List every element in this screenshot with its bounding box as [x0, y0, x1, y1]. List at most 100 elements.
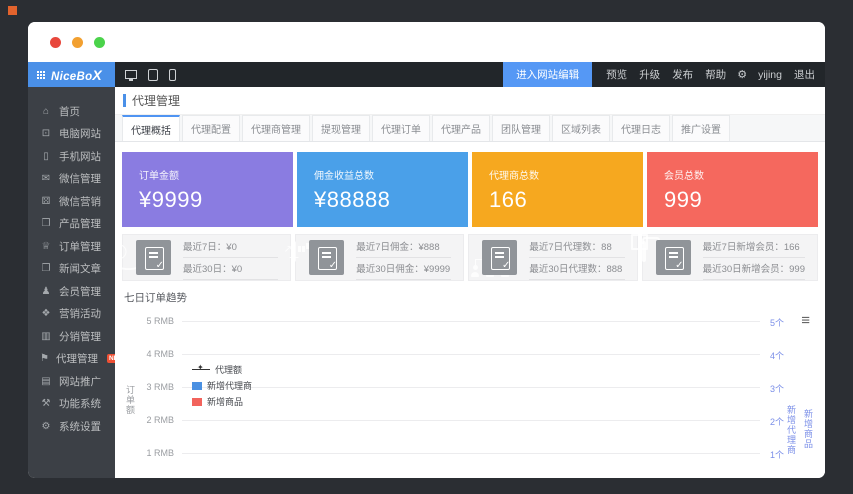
tab-agent-manage[interactable]: 代理商管理: [242, 115, 310, 141]
tab-promotion-settings[interactable]: 推广设置: [672, 115, 730, 141]
stat-value: 999: [664, 187, 703, 212]
sidebar-item-wechat-marketing[interactable]: ⚄ 微信营销: [41, 195, 101, 208]
gridline: [182, 420, 760, 421]
sidebar-item-agents[interactable]: ⚑代理管理NEW: [28, 348, 127, 371]
summary-line: 最近30日佣金：¥9999: [356, 258, 452, 280]
window-titlebar: [28, 22, 825, 62]
user-icon: ♟: [41, 285, 51, 297]
tab-agent-products[interactable]: 代理产品: [432, 115, 490, 141]
app-window: NiceBoX 进入网站编辑 预览 升级 发布 帮助 ⚙ yijing 退出 ⌂…: [28, 22, 825, 478]
right-axis-tick: 2个: [769, 417, 784, 427]
sidebar-item-desktop-site[interactable]: ⊡ 电脑网站: [41, 128, 101, 141]
summary-card-members: 最近7日新增会员：166 最近30日新增会员：999: [641, 234, 818, 281]
sidebar-item-marketing[interactable]: ❖ 营销活动: [41, 308, 101, 321]
sidebar-item-products[interactable]: ❒ 产品管理: [41, 218, 101, 231]
tabs-bar: 代理概括 代理配置 代理商管理 提现管理 代理订单 代理产品 团队管理 区域列表…: [115, 115, 825, 142]
summary-line: 最近30日新增会员：999: [702, 258, 805, 280]
publish-link[interactable]: 发布: [672, 69, 694, 81]
summary-card-orders: 最近7日：¥0 最近30日：¥0: [122, 234, 292, 281]
logo[interactable]: NiceBoX: [28, 62, 115, 87]
gridline: [182, 321, 760, 322]
minimize-window-button[interactable]: [72, 36, 83, 48]
enter-site-editor-button[interactable]: 进入网站编辑: [503, 62, 593, 87]
desktop-preview-icon[interactable]: [125, 70, 137, 81]
y-axis-tick: 3 RMB: [146, 382, 174, 392]
summary-card-agents: 最近7日代理数：88 最近30日代理数：888: [468, 234, 638, 281]
gridline: [182, 453, 760, 454]
square-marker-icon: [192, 397, 202, 406]
summary-line: 最近7日：¥0: [183, 236, 279, 258]
sidebar-item-news[interactable]: ❐ 新闻文章: [41, 263, 101, 276]
desktop-icon: ⊡: [41, 128, 51, 140]
logout-link[interactable]: 退出: [794, 69, 815, 81]
order-trend-chart: 七日订单趋势 ≡ 5 RMB 5个 4 RMB 4个 3 RMB: [122, 290, 818, 478]
member-folder-icon: [642, 241, 666, 262]
tab-region-list[interactable]: 区域列表: [552, 115, 610, 141]
tab-agent-logs[interactable]: 代理日志: [612, 115, 670, 141]
document-check-icon: [309, 240, 345, 275]
briefcase-icon: ⚒: [41, 398, 51, 410]
stat-card-member-total: 会员总数 999: [642, 152, 818, 262]
gridline: [182, 354, 760, 355]
document-check-icon: [655, 240, 691, 275]
legend-item-new-agents[interactable]: 新增代理商: [192, 379, 252, 392]
settings-gear-icon[interactable]: ⚙: [737, 69, 748, 81]
username-link[interactable]: yijing: [758, 68, 782, 81]
sidebar-item-functions[interactable]: ⚒ 功能系统: [41, 398, 101, 411]
chart-toolbox-menu-icon[interactable]: ≡: [801, 312, 810, 329]
y-axis-tick: 2 RMB: [146, 415, 174, 425]
sidebar-item-members[interactable]: ♟ 会员管理: [41, 285, 101, 298]
stat-value: 166: [489, 187, 528, 212]
upgrade-link[interactable]: 升级: [639, 69, 661, 81]
phone-icon: ▯: [43, 150, 49, 162]
header-actions: 进入网站编辑 预览 升级 发布 帮助 ⚙ yijing 退出: [503, 62, 825, 87]
legend-item-agent-amount[interactable]: 代理额: [192, 363, 252, 376]
promotion-chart-icon: ▤: [41, 375, 51, 387]
y-axis-tick: 4 RMB: [146, 349, 174, 359]
phone-preview-icon[interactable]: [169, 68, 176, 81]
tablet-preview-icon[interactable]: [148, 68, 158, 81]
device-preview-switcher: [115, 68, 176, 81]
right-axis-tick: 5个: [769, 318, 784, 328]
page-title: 代理管理: [132, 94, 181, 108]
stat-label: 会员总数: [664, 171, 704, 182]
line-marker-icon: [192, 363, 210, 372]
sidebar-nav: ⌂ 首页 ⊡ 电脑网站 ▯ 手机网站 ✉ 微信管理 ⚄ 微信营销 ❒ 产品管理 ♕ 订单管理 …: [28, 87, 127, 478]
maximize-window-button[interactable]: [94, 36, 105, 48]
sidebar-item-wechat-manage[interactable]: ✉ 微信管理: [41, 173, 101, 186]
tab-team-manage[interactable]: 团队管理: [492, 115, 550, 141]
document-check-icon: [482, 240, 518, 275]
preview-link[interactable]: 预览: [606, 69, 628, 81]
close-window-button[interactable]: [50, 36, 61, 48]
document-check-icon: [136, 240, 171, 275]
stat-cards-row: 订单金额 ¥9999 佣金收益总数 ¥88888 ↗ 代理商总数 166: [117, 152, 818, 277]
sidebar-item-site-promotion[interactable]: ▤ 网站推广: [41, 375, 101, 388]
right-axis-tick: 3个: [769, 384, 784, 394]
summary-cards-row: 最近7日：¥0 最近30日：¥0 最近7日佣金：¥888 最近30日佣金：¥99…: [122, 234, 818, 281]
summary-card-commission: 最近7日佣金：¥888 最近30日佣金：¥9999: [295, 234, 465, 281]
tab-agent-overview[interactable]: 代理概括: [122, 115, 180, 141]
legend-item-new-products[interactable]: 新增商品: [192, 395, 252, 408]
tab-agent-orders[interactable]: 代理订单: [372, 115, 430, 141]
apps-grid-icon: [37, 70, 45, 79]
gear-icon: ⚙: [41, 420, 51, 432]
help-link[interactable]: 帮助: [705, 69, 727, 81]
sidebar-item-home[interactable]: ⌂ 首页: [28, 100, 115, 123]
left-axis-title: 订单额: [125, 385, 135, 415]
summary-line: 最近30日代理数：888: [529, 258, 625, 280]
sidebar-item-mobile-site[interactable]: ▯ 手机网站: [28, 145, 115, 168]
tag-icon: ❖: [41, 308, 51, 320]
home-icon: ⌂: [42, 105, 50, 117]
stat-value: ¥88888: [314, 187, 391, 212]
tab-withdraw-manage[interactable]: 提现管理: [312, 115, 370, 141]
tab-agent-config[interactable]: 代理配置: [182, 115, 240, 141]
sidebar-item-distribution[interactable]: ▥ 分销管理: [41, 330, 101, 343]
logo-text: NiceBoX: [51, 66, 103, 83]
sidebar-item-system-settings[interactable]: ⚙ 系统设置: [41, 420, 101, 433]
sidebar-item-orders[interactable]: ♕ 订单管理: [41, 240, 101, 253]
main-content: 代理管理 代理概括 代理配置 代理商管理 提现管理 代理订单 代理产品 团队管理…: [115, 87, 825, 478]
page-title-row: 代理管理: [115, 87, 825, 115]
screen-marker: [8, 6, 17, 15]
chart-plot-area: ≡ 5 RMB 5个 4 RMB 4个 3 RMB 3个: [122, 313, 818, 478]
y-axis-tick: 5 RMB: [146, 316, 174, 326]
